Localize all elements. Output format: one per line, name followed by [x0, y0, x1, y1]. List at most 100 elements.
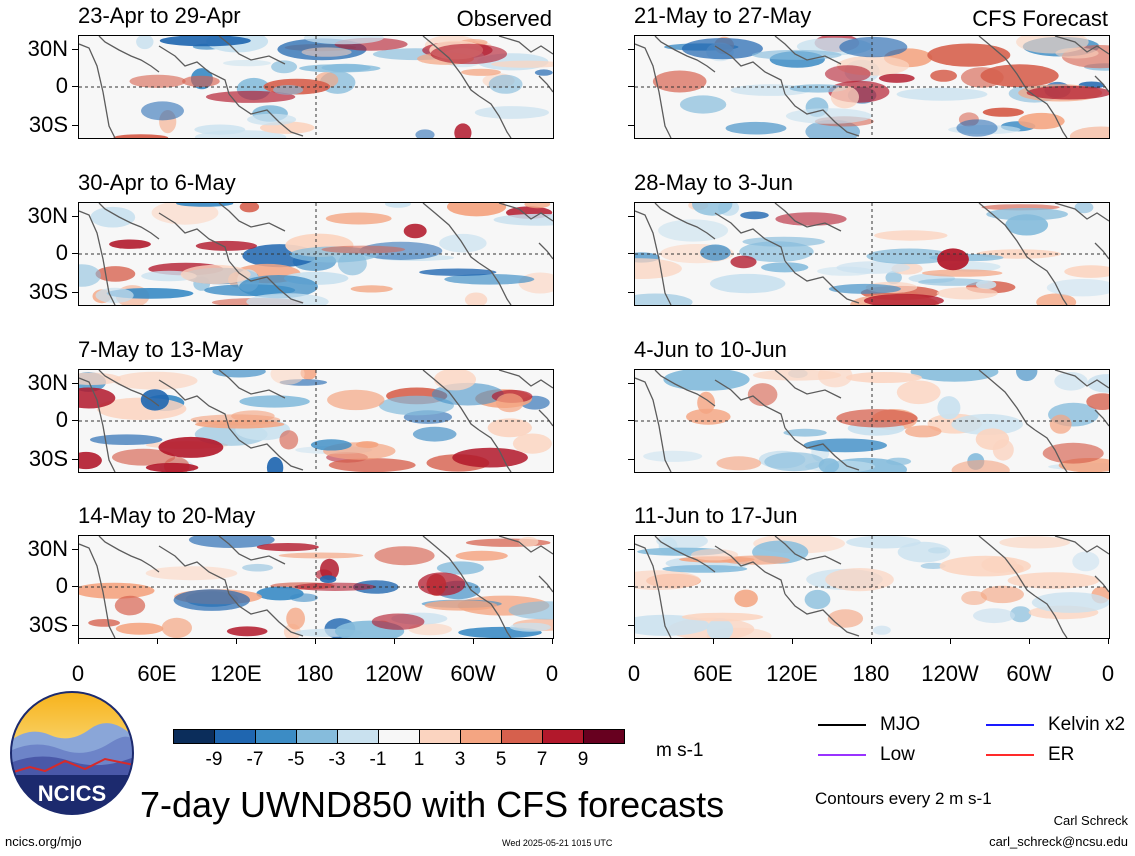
uwnd850-map	[78, 35, 554, 139]
panel-title: 14-May to 20-May	[78, 503, 256, 528]
lon-label: 0	[627, 661, 641, 686]
lat-tick	[72, 586, 78, 587]
lon-label: 180	[852, 661, 890, 686]
lat-label: 30S	[28, 279, 68, 304]
lon-tick	[78, 638, 79, 644]
colorbar-label: 7	[536, 749, 548, 770]
colorbar-units: m s-1	[656, 740, 704, 761]
legend-line	[986, 724, 1034, 726]
lat-label: 30N	[27, 203, 68, 228]
lon-tick	[1029, 638, 1030, 644]
contours-note: Contours every 2 m s-1	[815, 789, 992, 808]
colorbar-swatch	[378, 729, 420, 744]
legend-line	[986, 754, 1034, 756]
lat-tick	[72, 86, 78, 87]
lat-tick	[628, 586, 634, 587]
uwnd850-map	[78, 535, 554, 639]
colorbar-swatch	[337, 729, 379, 744]
lon-tick	[394, 638, 395, 644]
footer-email: carl_schreck@ncsu.edu	[989, 834, 1128, 849]
colorbar-label: -1	[369, 749, 387, 770]
colorbar-swatch	[173, 729, 215, 744]
lon-tick	[236, 638, 237, 644]
panel-title: 11-Jun to 17-Jun	[634, 503, 798, 528]
lon-label: 0	[545, 661, 559, 686]
lat-tick	[72, 253, 78, 254]
lat-tick	[628, 549, 634, 550]
uwnd850-map	[78, 369, 554, 473]
colorbar-swatch	[460, 729, 502, 744]
panel-title: 7-May to 13-May	[78, 337, 244, 362]
panel-tag: CFS Forecast	[972, 6, 1108, 31]
lon-label: 60W	[1006, 661, 1052, 686]
lon-tick	[871, 638, 872, 644]
lat-tick	[628, 625, 634, 626]
lat-tick	[72, 383, 78, 384]
lon-label: 60E	[693, 661, 733, 686]
lat-tick	[628, 216, 634, 217]
colorbar-label: 1	[413, 749, 425, 770]
lat-tick	[72, 216, 78, 217]
lon-tick	[552, 638, 553, 644]
lon-tick	[792, 638, 793, 644]
uwnd850-map	[634, 35, 1110, 139]
lon-tick	[315, 638, 316, 644]
colorbar-label: 5	[495, 749, 507, 770]
lat-tick	[72, 549, 78, 550]
lat-tick	[628, 383, 634, 384]
lat-tick	[628, 459, 634, 460]
lon-tick	[634, 638, 635, 644]
legend-line	[818, 754, 866, 756]
lat-label: 0	[55, 407, 68, 432]
lat-label: 30N	[27, 370, 68, 395]
lon-tick	[157, 638, 158, 644]
lat-tick	[72, 420, 78, 421]
lat-label: 0	[55, 240, 68, 265]
panel-title: 30-Apr to 6-May	[78, 170, 236, 195]
lat-label: 30S	[28, 112, 68, 137]
lat-label: 30N	[27, 536, 68, 561]
logo-text: NCICS	[38, 781, 106, 806]
lat-label: 0	[55, 73, 68, 98]
colorbar-swatch	[583, 729, 625, 744]
panel-title: 23-Apr to 29-Apr	[78, 3, 241, 28]
lat-tick	[72, 292, 78, 293]
footer-author: Carl Schreck	[1053, 813, 1128, 828]
lon-label: 120E	[210, 661, 262, 686]
lat-tick	[628, 86, 634, 87]
uwnd850-map	[634, 369, 1110, 473]
lon-label: 0	[71, 661, 85, 686]
legend-label: MJO	[880, 714, 921, 735]
lat-tick	[72, 125, 78, 126]
colorbar-label: -7	[246, 749, 264, 770]
uwnd850-map	[634, 535, 1110, 639]
colorbar-label: -5	[287, 749, 305, 770]
lon-label: 120W	[921, 661, 979, 686]
colorbar-swatch	[296, 729, 338, 744]
lat-tick	[628, 125, 634, 126]
lon-label: 60E	[137, 661, 177, 686]
lon-tick	[713, 638, 714, 644]
ncics-logo: NCICS	[10, 691, 134, 815]
uwnd850-map	[634, 202, 1110, 306]
lon-tick	[1108, 638, 1109, 644]
legend-label: ER	[1048, 744, 1075, 765]
lat-tick	[628, 420, 634, 421]
colorbar-label: -9	[205, 749, 223, 770]
lat-tick	[628, 253, 634, 254]
lon-tick	[950, 638, 951, 644]
colorbar-swatch	[214, 729, 256, 744]
panel-title: 28-May to 3-Jun	[634, 170, 793, 195]
footer-site: ncics.org/mjo	[5, 834, 82, 849]
lat-label: 30N	[27, 36, 68, 61]
colorbar-label: 3	[454, 749, 466, 770]
colorbar-swatch	[501, 729, 543, 744]
main-title: 7-day UWND850 with CFS forecasts	[140, 784, 725, 825]
legend-label: Low	[880, 744, 915, 765]
lon-label: 0	[1101, 661, 1115, 686]
uwnd850-map	[78, 202, 554, 306]
lat-tick	[628, 292, 634, 293]
colorbar-swatch	[419, 729, 461, 744]
colorbar-label: 9	[577, 749, 589, 770]
legend-label: Kelvin x2	[1048, 714, 1126, 735]
